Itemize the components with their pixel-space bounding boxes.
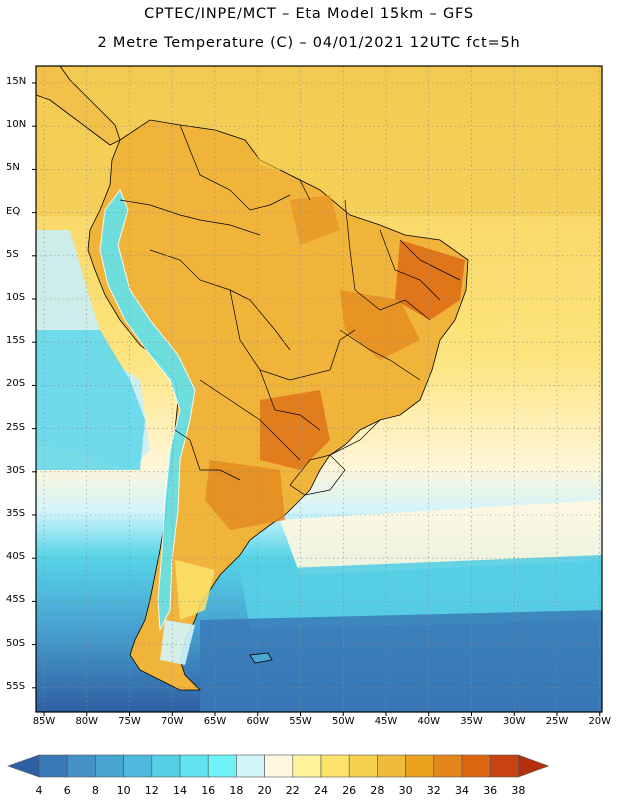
colorbar-segment xyxy=(236,754,265,778)
lat-label: 15S xyxy=(6,335,26,347)
colorbar-segment xyxy=(433,754,463,778)
lon-label: 85W xyxy=(32,716,56,727)
lat-label: 10N xyxy=(6,119,27,131)
lon-label: 65W xyxy=(203,716,227,727)
colorbar-tick-label: 20 xyxy=(257,784,272,797)
andes-cold-stripe xyxy=(99,188,196,632)
colorbar-min-arrow xyxy=(7,754,40,778)
colorbar-segment xyxy=(151,754,181,778)
colorbar-tick-label: 4 xyxy=(35,784,43,797)
colorbar-segment xyxy=(179,754,209,778)
lat-label: 40S xyxy=(6,551,26,563)
colorbar-segment xyxy=(348,754,378,778)
lon-label: 25W xyxy=(545,716,569,727)
chart-subtitle: 2 Metre Temperature (C) – 04/01/2021 12U… xyxy=(97,35,521,51)
colorbar-segment xyxy=(207,754,237,778)
colorbar-tick-label: 36 xyxy=(483,784,498,797)
colorbar-segment xyxy=(489,754,519,778)
colorbar-tick-label: 24 xyxy=(314,784,328,797)
colorbar-segment xyxy=(123,754,153,778)
colorbar-tick-label: 8 xyxy=(91,784,99,797)
lat-label: 50S xyxy=(6,637,26,649)
lat-label: 55S xyxy=(6,680,26,692)
northeast-hot-patch xyxy=(395,240,465,320)
lat-label: 20S xyxy=(6,378,26,390)
colorbar-segment xyxy=(95,754,124,778)
chart-title: CPTEC/INPE/MCT – Eta Model 15km – GFS xyxy=(144,6,474,22)
lon-label: 35W xyxy=(460,716,483,727)
axis-ticks xyxy=(32,82,601,716)
colorbar-segment xyxy=(405,754,435,778)
colorbar-segment xyxy=(264,754,294,778)
colorbar xyxy=(7,754,550,778)
country-borders xyxy=(119,124,461,496)
colorbar-segment xyxy=(461,754,491,778)
colorbar-tick-label: 6 xyxy=(63,784,71,797)
parana-hot-patch xyxy=(260,390,330,470)
patagonia-cool-patch xyxy=(160,620,195,665)
pacific-cyan-band xyxy=(36,330,145,470)
lon-label: 45W xyxy=(374,716,398,727)
lon-label: 40W xyxy=(417,716,441,727)
argentina-warm-patch xyxy=(205,460,285,530)
colorbar-tick-label: 16 xyxy=(201,784,216,797)
lon-label: 30W xyxy=(502,716,526,727)
patagonia-mild-patch xyxy=(175,560,215,620)
colorbar-tick-label: 10 xyxy=(116,784,131,797)
colorbar-segment xyxy=(66,754,96,778)
colorbar-segment xyxy=(38,754,68,778)
colorbar-tick-label: 34 xyxy=(455,784,469,797)
southern-ocean-band xyxy=(200,610,602,712)
colorbar-segment xyxy=(320,754,350,778)
lon-label: 75W xyxy=(118,716,141,727)
lat-label: 5S xyxy=(6,248,19,260)
colorbar-tick-label: 38 xyxy=(511,784,526,797)
lon-label: 50W xyxy=(331,716,355,727)
lon-label: 60W xyxy=(246,716,270,727)
guiana-patch xyxy=(250,120,330,190)
lat-label: 45S xyxy=(6,594,26,606)
lat-label: 25S xyxy=(6,421,26,433)
lon-label: 80W xyxy=(75,716,99,727)
central-america-land xyxy=(36,66,121,146)
amazon-warm-patch xyxy=(290,195,340,245)
lat-label: 35S xyxy=(6,508,26,519)
lon-label: 70W xyxy=(160,716,184,727)
atlantic-cyan-band xyxy=(240,555,602,630)
colorbar-tick-label: 32 xyxy=(426,784,441,797)
colorbar-tick-label: 26 xyxy=(342,784,357,797)
colorbar-tick-label: 28 xyxy=(370,784,385,797)
lon-label: 20W xyxy=(588,716,612,727)
lat-label: EQ xyxy=(6,205,21,217)
colorbar-tick-label: 22 xyxy=(285,784,300,797)
lon-label: 55W xyxy=(289,716,312,727)
colorbar-segment xyxy=(377,754,406,778)
colorbar-tick-label: 18 xyxy=(229,784,244,797)
falkland-islands xyxy=(249,652,273,664)
colorbar-tick-label: 14 xyxy=(173,784,187,797)
colorbar-tick-label: 12 xyxy=(144,784,159,797)
colorbar-max-arrow xyxy=(518,754,550,778)
colorbar-tick-label: 30 xyxy=(398,784,413,797)
lat-label: 30S xyxy=(6,464,26,476)
lat-label: 15N xyxy=(6,76,27,87)
lat-label: 5N xyxy=(6,162,20,174)
atlantic-cream-band xyxy=(280,500,602,575)
colorbar-segment xyxy=(292,754,322,778)
lat-label: 10S xyxy=(6,292,26,303)
map-frame xyxy=(35,65,603,713)
